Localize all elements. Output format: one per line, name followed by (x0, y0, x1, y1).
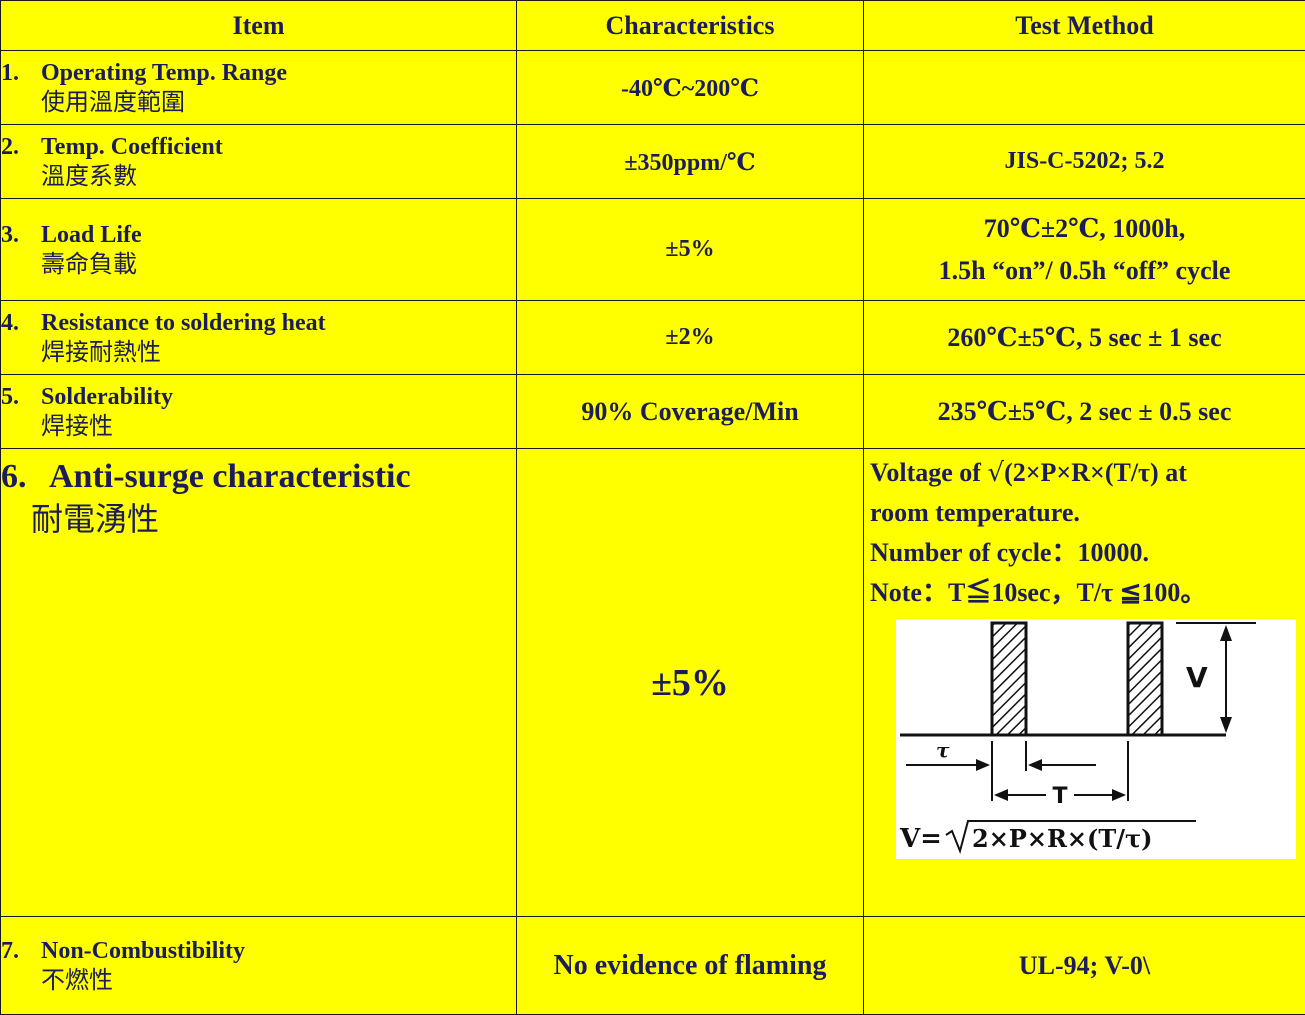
characteristic-cell: ±5% (517, 199, 864, 301)
diagram-t-label: T (1052, 784, 1067, 809)
test-method-cell (864, 51, 1305, 125)
test-method-line: 1.5h “on”/ 0.5h “off” cycle (864, 250, 1305, 292)
test-method-line: 70℃±2℃, 1000h, (864, 208, 1305, 250)
item-cell: 7.Non-Combustibility 不燃性 (1, 917, 517, 1015)
characteristic-cell: ±350ppm/℃ (517, 125, 864, 199)
test-method-cell: 70℃±2℃, 1000h, 1.5h “on”/ 0.5h “off” cyc… (864, 199, 1305, 301)
item-number: 2. (1, 133, 41, 162)
item-cell: 1.Operating Temp. Range 使用溫度範圍 (1, 51, 517, 125)
sqrt-icon: √ (987, 458, 1004, 488)
characteristic-cell: -40℃~200℃ (517, 51, 864, 125)
table-row: 1.Operating Temp. Range 使用溫度範圍 -40℃~200℃ (1, 51, 1305, 125)
item-name-zh: 耐電湧性 (1, 497, 516, 541)
table-row: 2.Temp. Coefficient 溫度系數 ±350ppm/℃ JIS-C… (1, 125, 1305, 199)
item-number: 1. (1, 59, 41, 88)
item-cell: 4.Resistance to soldering heat 焊接耐熱性 (1, 301, 517, 375)
test-method-line: Number of cycle：10000. (870, 533, 1301, 573)
item-cell: 2.Temp. Coefficient 溫度系數 (1, 125, 517, 199)
table-row: 5.Solderability 焊接性 90% Coverage/Min 235… (1, 375, 1305, 449)
surge-waveform-diagram: V τ T V= 2×P×R×(T/τ) (896, 619, 1296, 859)
item-number: 3. (1, 221, 41, 250)
header-test-method: Test Method (864, 1, 1305, 51)
test-method-line: room temperature. (870, 493, 1301, 533)
table-row: 4.Resistance to soldering heat 焊接耐熱性 ±2%… (1, 301, 1305, 375)
test-method-line: Voltage of √(2×P×R×(T/τ) at (870, 453, 1301, 493)
item-number: 4. (1, 309, 41, 338)
item-name: Non-Combustibility (41, 938, 245, 964)
item-number: 6. (1, 457, 49, 497)
test-method-line: Note：T≦10sec，T/τ ≦100。 (870, 573, 1301, 613)
characteristic-cell: 90% Coverage/Min (517, 375, 864, 449)
pulse-2 (1128, 623, 1162, 735)
diagram-tau-label: τ (936, 738, 950, 762)
item-name-zh: 使用溫度範圍 (1, 88, 516, 117)
characteristic-cell: No evidence of flaming (517, 917, 864, 1015)
item-name: Operating Temp. Range (41, 60, 287, 86)
test-method-cell: JIS-C-5202; 5.2 (864, 125, 1305, 199)
item-name: Anti-surge characteristic (49, 458, 411, 495)
test-method-cell: UL-94; V-0\ (864, 917, 1305, 1015)
diagram-formula-radicand: 2×P×R×(T/τ) (972, 824, 1153, 853)
item-name-zh: 焊接耐熱性 (1, 338, 516, 367)
table-row: 6.Anti-surge characteristic 耐電湧性 ±5% Vol… (1, 449, 1305, 917)
voltage-label: Voltage of (870, 458, 981, 487)
item-name-zh: 不燃性 (1, 966, 516, 995)
item-number: 7. (1, 937, 41, 966)
pulse-1 (992, 623, 1026, 735)
test-method-cell: Voltage of √(2×P×R×(T/τ) at room tempera… (864, 449, 1305, 917)
item-cell: 5.Solderability 焊接性 (1, 375, 517, 449)
characteristic-cell: ±5% (517, 449, 864, 917)
item-cell: 3.Load Life 壽命負載 (1, 199, 517, 301)
test-method-cell: 235℃±5℃, 2 sec ± 0.5 sec (864, 375, 1305, 449)
table-row: 7.Non-Combustibility 不燃性 No evidence of … (1, 917, 1305, 1015)
table-row: 3.Load Life 壽命負載 ±5% 70℃±2℃, 1000h, 1.5h… (1, 199, 1305, 301)
item-name-zh: 溫度系數 (1, 162, 516, 191)
item-cell: 6.Anti-surge characteristic 耐電湧性 (1, 449, 517, 917)
item-name-zh: 壽命負載 (1, 250, 516, 279)
diagram-formula-prefix: V= (899, 824, 942, 854)
header-row: Item Characteristics Test Method (1, 1, 1305, 51)
diagram-v-label: V (1186, 661, 1208, 694)
item-number: 5. (1, 383, 41, 412)
item-name: Load Life (41, 222, 142, 248)
header-item: Item (1, 1, 517, 51)
item-name-zh: 焊接性 (1, 412, 516, 441)
item-name: Resistance to soldering heat (41, 310, 326, 336)
header-characteristics: Characteristics (517, 1, 864, 51)
item-name: Temp. Coefficient (41, 134, 223, 160)
test-method-cell: 260℃±5℃, 5 sec ± 1 sec (864, 301, 1305, 375)
characteristic-cell: ±2% (517, 301, 864, 375)
voltage-expression: (2×P×R×(T/τ) at (1004, 458, 1187, 487)
item-name: Solderability (41, 384, 173, 410)
